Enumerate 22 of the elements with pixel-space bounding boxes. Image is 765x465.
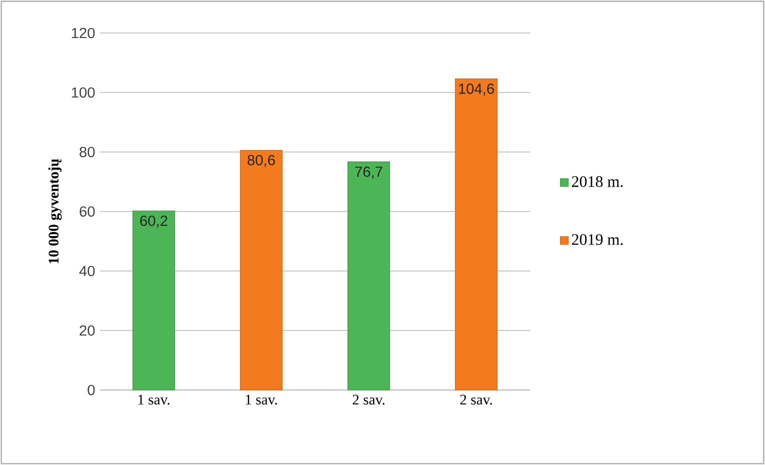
y-axis-title: 10 000 gyventojų: [48, 158, 62, 264]
y-tick-label: 0: [88, 384, 95, 396]
legend-label: 2018 m.: [572, 176, 623, 188]
y-tick-label: 100: [72, 87, 95, 98]
x-tick-label: 1 sav.: [246, 394, 277, 405]
bar: [347, 162, 390, 390]
bar: [132, 210, 176, 390]
y-tick-label: 60: [80, 206, 95, 217]
bar: [240, 150, 283, 390]
x-tick-label: 2 sav.: [352, 394, 384, 405]
data-label: 80,6: [248, 154, 275, 168]
bar: [454, 78, 498, 390]
y-tick-label: 20: [80, 325, 95, 336]
data-label: 60,2: [140, 216, 168, 228]
x-tick-label: 1 sav.: [138, 394, 170, 405]
y-tick-label: 40: [79, 266, 95, 276]
data-label: 76,7: [355, 166, 382, 179]
data-label: 104,6: [459, 84, 494, 96]
y-tick-label: 120: [72, 28, 95, 38]
y-tick-label: 80: [80, 146, 95, 158]
x-tick-label: 2 sav.: [460, 394, 492, 405]
legend-label: 2019 m.: [572, 234, 623, 246]
